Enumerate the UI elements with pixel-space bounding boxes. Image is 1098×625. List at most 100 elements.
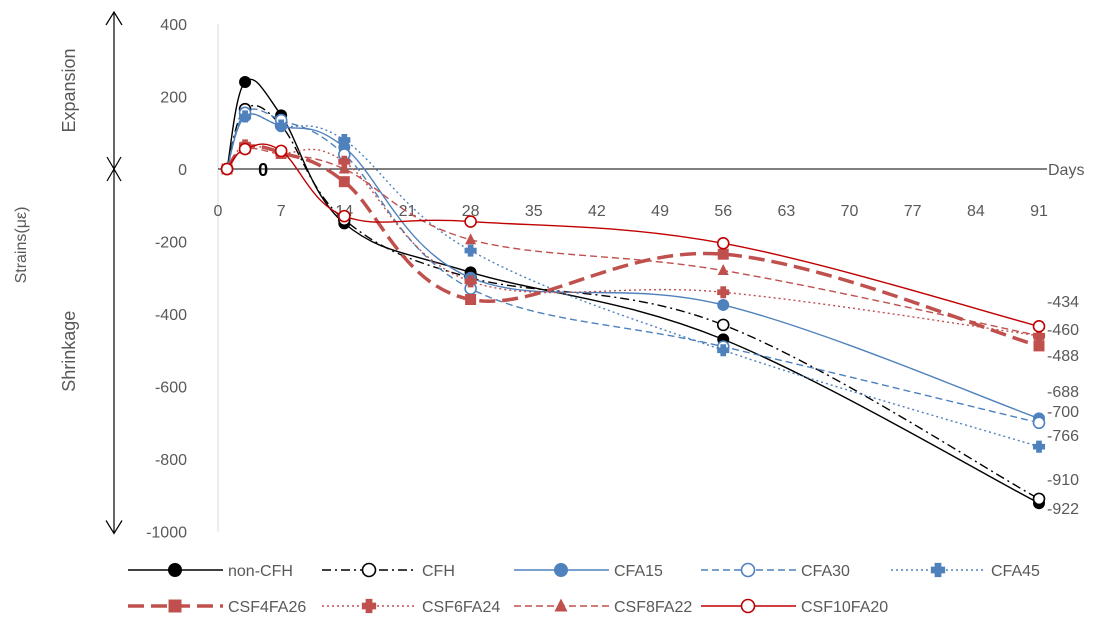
legend-item: CSF10FA20 (701, 598, 888, 616)
x-tick-label: 56 (714, 203, 732, 220)
x-tick-label: 63 (777, 203, 795, 220)
x-tick-label: 84 (967, 203, 985, 220)
end-value-label: -922 (1047, 501, 1079, 518)
x-tick-label: 7 (277, 203, 286, 220)
legend-item: CFA45 (891, 562, 1040, 580)
series-line (226, 113, 1040, 448)
data-point (464, 275, 477, 288)
series-CSF10FA20 (220, 142, 1046, 333)
expansion-arrowhead (105, 10, 123, 26)
data-point (338, 155, 351, 168)
legend-marker (361, 598, 377, 614)
data-point (1033, 340, 1045, 352)
series-line (226, 104, 1040, 500)
labels-layer: -434 -460 -488 -688 -700 -766 -910 -922 (1047, 294, 1079, 518)
end-value-label: -766 (1047, 428, 1079, 445)
data-point (465, 233, 477, 245)
series-layer (220, 76, 1046, 510)
legend-item: CSF4FA26 (128, 599, 306, 616)
data-point (239, 110, 252, 123)
end-value-label: -910 (1047, 472, 1079, 489)
data-point (338, 133, 351, 147)
end-value-label: -434 (1047, 294, 1079, 311)
expansion-label: Expansion (59, 48, 79, 132)
data-point (717, 264, 729, 275)
legend-label: CSF10FA20 (801, 599, 888, 616)
x-tick-label: 77 (904, 203, 922, 220)
data-point (464, 244, 477, 257)
legend-item: CSF8FA22 (514, 598, 692, 616)
data-point (238, 142, 252, 156)
legend-marker (930, 562, 946, 578)
legend-marker (740, 598, 756, 614)
series-line (226, 143, 1040, 328)
legend-marker (740, 562, 756, 578)
data-point (1032, 320, 1046, 333)
y-axis-title: Strains(με) (13, 207, 30, 284)
data-point (717, 298, 730, 311)
series-CFA30 (220, 106, 1046, 430)
legend-marker (168, 563, 182, 577)
series-line (226, 108, 1040, 424)
data-point (1032, 440, 1046, 453)
end-value-label: -460 (1047, 322, 1079, 339)
zero-chevron-right (113, 156, 122, 182)
end-value-label: -700 (1047, 404, 1079, 421)
shrinkage-arrowhead (105, 520, 123, 535)
legend-marker (168, 599, 182, 613)
legend-label: CFH (422, 563, 455, 580)
data-point (275, 119, 288, 132)
data-point (717, 344, 730, 357)
legend-item: CSF6FA24 (322, 598, 500, 616)
y-tick-label: 0 (178, 162, 187, 179)
data-point (220, 162, 234, 176)
x-tick-label: 0 (214, 203, 223, 220)
data-point (464, 215, 477, 228)
legend-item: non-CFH (128, 563, 293, 580)
series-CSF8FA22 (221, 142, 1045, 341)
data-point (274, 144, 288, 158)
y-tick-label: 400 (160, 17, 187, 34)
data-point (465, 294, 477, 305)
data-point (716, 318, 730, 332)
data-point (338, 162, 350, 174)
data-point (717, 248, 729, 260)
data-point (1032, 416, 1046, 430)
legend-label: CSF8FA22 (614, 599, 692, 616)
x-axis-title: Days (1048, 162, 1084, 179)
end-value-label: -488 (1047, 348, 1079, 365)
legend: non-CFH CFH CFA15 CFA30 CFA45 CSF4FA26 CSF6FA2… (128, 562, 1040, 616)
y-tick-label: 200 (160, 90, 187, 107)
x-tick-label: 35 (525, 203, 543, 220)
series-line (226, 144, 1040, 337)
zero-annotation: 0 (258, 160, 268, 180)
legend-item: CFA15 (514, 563, 663, 580)
axes-layer: Days071421283542495663707784914002000-20… (13, 10, 1084, 542)
legend-label: non-CFH (228, 563, 293, 580)
x-tick-label: 21 (399, 203, 417, 220)
legend-label: CFA30 (801, 563, 850, 580)
data-point (338, 209, 351, 223)
y-tick-label: -400 (155, 307, 187, 324)
data-point (338, 176, 350, 188)
shrinkage-label: Shrinkage (59, 311, 79, 392)
data-point (717, 286, 730, 299)
x-tick-label: 49 (651, 203, 669, 220)
x-tick-label: 42 (588, 203, 606, 220)
y-tick-label: -1000 (146, 525, 187, 542)
end-value-label: -688 (1047, 384, 1079, 401)
x-tick-label: 91 (1030, 203, 1048, 220)
legend-marker (361, 562, 377, 578)
legend-marker (554, 563, 568, 577)
x-tick-label: 28 (462, 203, 480, 220)
data-point (239, 76, 252, 88)
data-point (1032, 492, 1046, 506)
data-point (716, 237, 730, 250)
legend-label: CSF6FA24 (422, 599, 500, 616)
legend-label: CSF4FA26 (228, 599, 306, 616)
y-tick-label: -200 (155, 235, 187, 252)
legend-item: CFH (322, 562, 455, 580)
x-tick-label: 70 (841, 203, 859, 220)
